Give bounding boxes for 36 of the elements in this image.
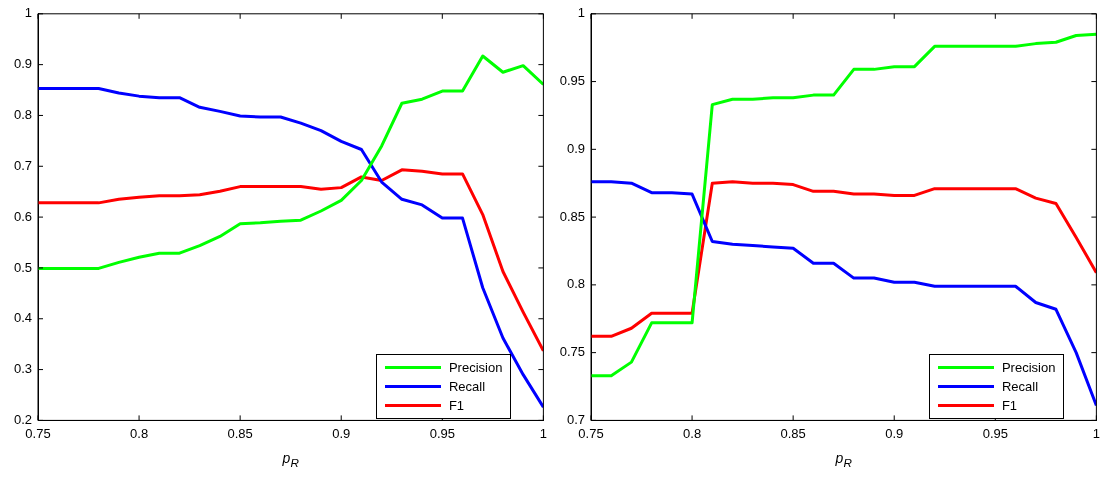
y-tick-label: 0.85	[559, 208, 585, 224]
x-tick-label: 0.9	[885, 425, 904, 441]
y-tick-label: 0.7	[13, 157, 32, 173]
y-tick-label: 0.95	[559, 73, 585, 89]
y-tick-label: 1	[577, 5, 585, 21]
x-tick-label: 0.75	[578, 425, 604, 441]
y-tick-label: 0.3	[13, 361, 32, 377]
y-tick-label: 0.7	[566, 411, 585, 427]
x-tick-label: 0.8	[130, 425, 149, 441]
y-tick-label: 0.9	[13, 56, 32, 72]
legend-label: Precision	[448, 360, 503, 376]
legend-label: F1	[448, 398, 465, 414]
legend-label: Recall	[1001, 379, 1039, 395]
x-tick-label: 0.9	[332, 425, 351, 441]
x-tick-label: 1	[1092, 425, 1100, 441]
y-tick-label: 0.75	[559, 344, 585, 360]
x-tick-label: 0.85	[780, 425, 806, 441]
y-tick-label: 0.8	[566, 276, 585, 292]
y-tick-label: 0.2	[13, 411, 32, 427]
x-tick-label: 0.95	[982, 425, 1008, 441]
y-tick-label: 0.5	[13, 259, 32, 275]
x-tick-label: 0.85	[227, 425, 253, 441]
x-axis-title: p$_{R}$	[282, 450, 299, 469]
x-axis-title: p$_{R}$	[835, 450, 852, 469]
y-tick-label: 0.6	[13, 208, 32, 224]
legend-label: Precision	[1001, 360, 1056, 376]
legend-label: Recall	[448, 379, 486, 395]
x-tick-label: 0.75	[25, 425, 51, 441]
x-tick-label: 1	[539, 425, 547, 441]
y-tick-label: 0.9	[566, 140, 585, 156]
y-tick-label: 1	[24, 5, 32, 21]
x-tick-label: 0.8	[683, 425, 702, 441]
y-tick-label: 0.4	[13, 310, 32, 326]
x-tick-label: 0.95	[429, 425, 455, 441]
legend-label: F1	[1001, 398, 1018, 414]
y-tick-label: 0.8	[13, 107, 32, 123]
